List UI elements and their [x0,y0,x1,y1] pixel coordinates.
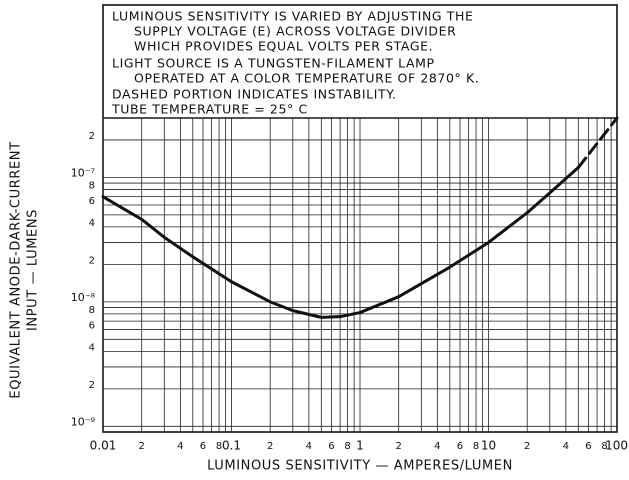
x-tick-label: 6 [585,441,591,452]
y-tick-label: 10⁻⁸ [71,291,96,304]
x-tick-label: 8 [601,441,607,452]
x-tick-label: 0.01 [90,439,117,453]
x-tick-label: 8 [344,441,350,452]
annotation-line: DASHED PORTION INDICATES INSTABILITY. [112,87,397,102]
annotation-line: WHICH PROVIDES EQUAL VOLTS PER STAGE. [134,39,433,54]
y-tick-label: 2 [89,255,95,266]
y-axis-title: INPUT — LUMENS [26,209,41,331]
y-tick-label: 10⁻⁷ [71,166,95,179]
x-tick-label: 100 [605,439,628,453]
x-tick-label: 2 [267,441,273,452]
x-tick-label: 8 [216,441,222,452]
x-tick-label: 6 [200,441,206,452]
x-tick-label: 0.1 [222,439,241,453]
y-tick-label: 6 [89,320,95,331]
annotation-line: LIGHT SOURCE IS A TUNGSTEN-FILAMENT LAMP [112,56,435,71]
x-tick-label: 6 [328,441,334,452]
x-tick-label: 10 [481,439,496,453]
annotation-line: SUPPLY VOLTAGE (E) ACROSS VOLTAGE DIVIDE… [134,24,456,39]
x-tick-label: 2 [395,441,401,452]
x-tick-label: 4 [434,441,440,452]
y-tick-label: 8 [89,305,95,316]
x-tick-label: 6 [457,441,463,452]
y-tick-label: 4 [89,342,95,353]
y-tick-label: 10⁻⁹ [71,415,95,428]
y-axis-title: EQUIVALENT ANODE-DARK-CURRENT [9,141,24,398]
y-tick-label: 6 [89,196,95,207]
x-axis-title: LUMINOUS SENSITIVITY — AMPERES/LUMEN [207,459,513,474]
x-tick-label: 4 [563,441,569,452]
y-tick-label: 4 [89,218,95,229]
x-tick-label: 4 [177,441,183,452]
x-tick-label: 2 [524,441,530,452]
y-tick-label: 2 [89,131,95,142]
x-tick-label: 2 [138,441,144,452]
x-tick-label: 1 [356,439,364,453]
data-line [576,116,619,170]
data-line [101,166,580,319]
y-tick-label: 2 [89,380,95,391]
y-tick-label: 8 [89,180,95,191]
x-tick-label: 8 [473,441,479,452]
annotation-line: LUMINOUS SENSITIVITY IS VARIED BY ADJUST… [112,9,474,24]
annotation-line: OPERATED AT A COLOR TEMPERATURE OF 2870°… [134,71,479,86]
x-tick-label: 4 [306,441,312,452]
annotation-line: TUBE TEMPERATURE = 25° C [111,102,308,117]
